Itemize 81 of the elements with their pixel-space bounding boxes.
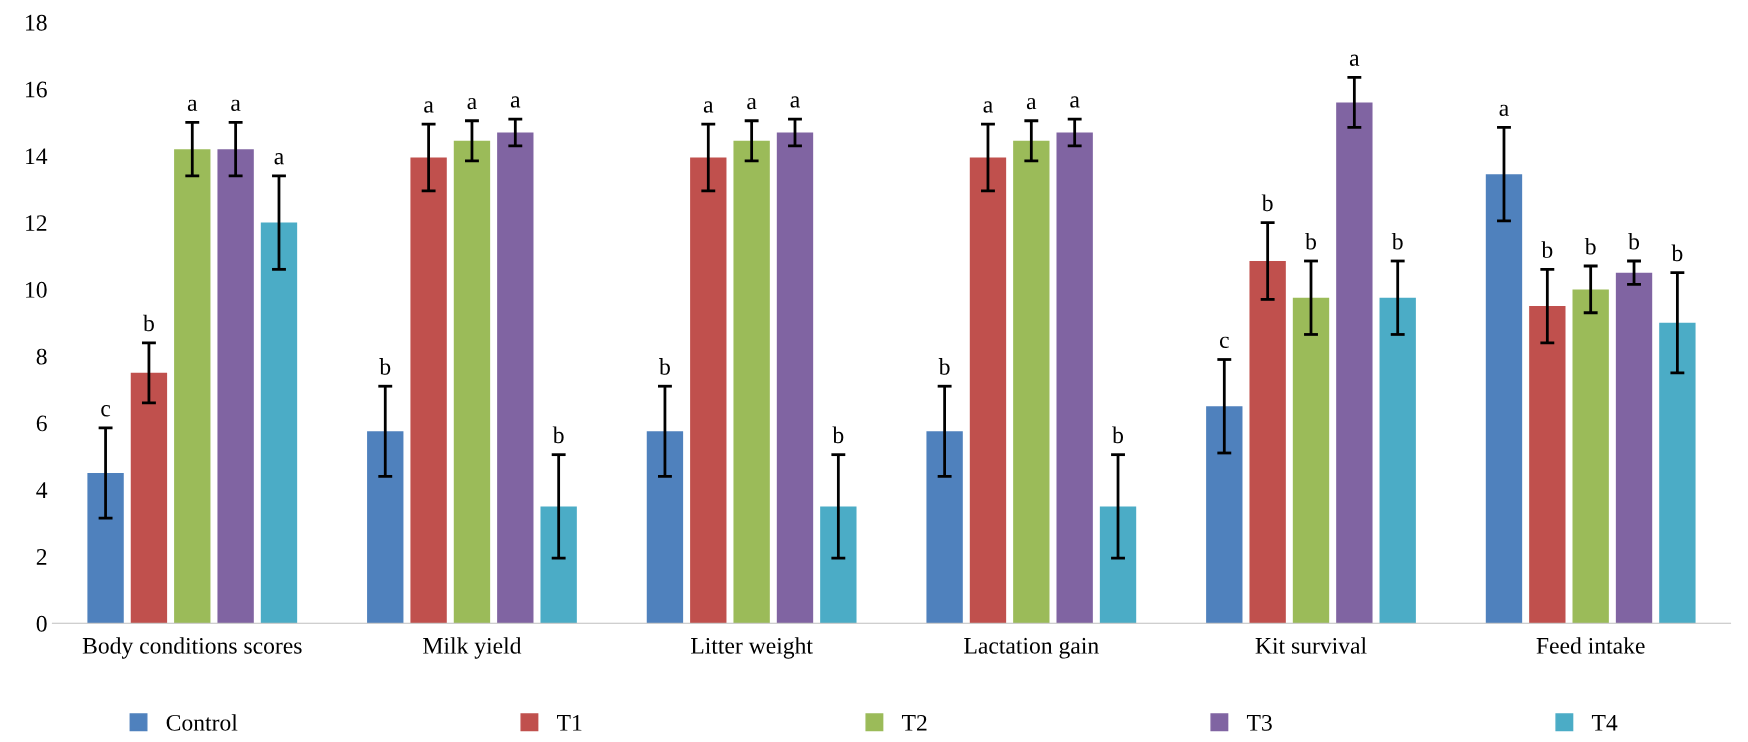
bar: [174, 149, 211, 624]
legend-label: Control: [166, 714, 238, 731]
data-label: b: [1584, 237, 1596, 255]
data-label: b: [1391, 232, 1403, 250]
bar: [217, 149, 254, 624]
data-label: a: [187, 99, 198, 111]
bar: [1659, 322, 1696, 624]
bar: [130, 372, 168, 624]
data-label: b: [1112, 426, 1124, 444]
data-label: a: [1349, 54, 1360, 66]
bar: [1336, 102, 1373, 624]
x-tick-label: Litter weight: [691, 637, 813, 659]
bar: [1485, 174, 1523, 624]
bar: [1099, 506, 1137, 624]
data-label: c: [101, 405, 111, 417]
bar: [1249, 261, 1286, 624]
data-label: a: [1499, 104, 1509, 116]
y-tick-label: 10: [26, 281, 47, 298]
bar: [1615, 272, 1653, 624]
y-tick-label: 2: [36, 549, 47, 565]
x-tick-label: Body conditions scores: [82, 637, 302, 659]
legend-label: T4: [1591, 715, 1618, 731]
bar: [260, 222, 298, 624]
data-label: b: [1261, 194, 1273, 212]
y-tick-label: 18: [26, 14, 47, 31]
bar: [1292, 297, 1330, 624]
x-tick-label: Milk yield: [423, 637, 522, 659]
bar: [926, 431, 963, 624]
x-tick-label: Kit survival: [1255, 637, 1367, 654]
data-label: c: [1219, 336, 1229, 349]
data-label: b: [552, 426, 564, 444]
bar: [690, 157, 727, 624]
legend-label: T2: [901, 714, 927, 731]
bar: [1572, 289, 1609, 624]
data-label: b: [379, 358, 391, 375]
data-label: a: [790, 96, 800, 108]
data-label: a: [274, 153, 284, 165]
bar: [969, 157, 1007, 624]
data-label: b: [1305, 232, 1316, 250]
bar: [540, 506, 577, 624]
bar: [1529, 306, 1566, 624]
bar: [1206, 406, 1243, 624]
data-label: b: [938, 358, 950, 375]
x-tick-label: Lactation gain: [964, 637, 1099, 659]
bar: [367, 431, 404, 624]
bar: [646, 431, 684, 624]
bar: [497, 132, 534, 624]
bar: [733, 140, 770, 624]
y-tick-label: 6: [36, 415, 47, 432]
y-tick-label: 4: [36, 482, 48, 498]
legend-label: T3: [1246, 714, 1272, 731]
data-label: b: [1541, 241, 1553, 258]
data-label: a: [747, 97, 757, 110]
data-label: b: [659, 358, 670, 375]
bar: [1379, 297, 1416, 624]
data-label: b: [832, 426, 844, 444]
bar: [453, 140, 491, 624]
data-label: a: [424, 101, 434, 113]
data-label: b: [1671, 244, 1683, 262]
data-label: a: [983, 101, 993, 113]
legend-label: T1: [557, 714, 582, 731]
data-label: a: [467, 97, 477, 110]
data-label: a: [1070, 96, 1080, 108]
y-tick-label: 0: [36, 615, 47, 632]
bar: [776, 132, 814, 624]
bar: [820, 506, 857, 624]
bar: [1013, 140, 1050, 624]
data-label: a: [1026, 97, 1037, 110]
bar: [410, 157, 447, 624]
data-label: a: [703, 101, 714, 113]
data-label: b: [143, 314, 154, 332]
bar: [1056, 132, 1093, 624]
data-label: a: [510, 96, 521, 108]
bar: [87, 473, 124, 624]
data-label: b: [1628, 232, 1640, 250]
data-label: a: [231, 99, 241, 111]
x-tick-label: Feed intake: [1536, 637, 1645, 654]
y-tick-label: 8: [36, 348, 47, 365]
y-tick-label: 12: [26, 215, 47, 231]
y-tick-label: 14: [26, 148, 48, 165]
y-tick-label: 16: [26, 81, 47, 98]
